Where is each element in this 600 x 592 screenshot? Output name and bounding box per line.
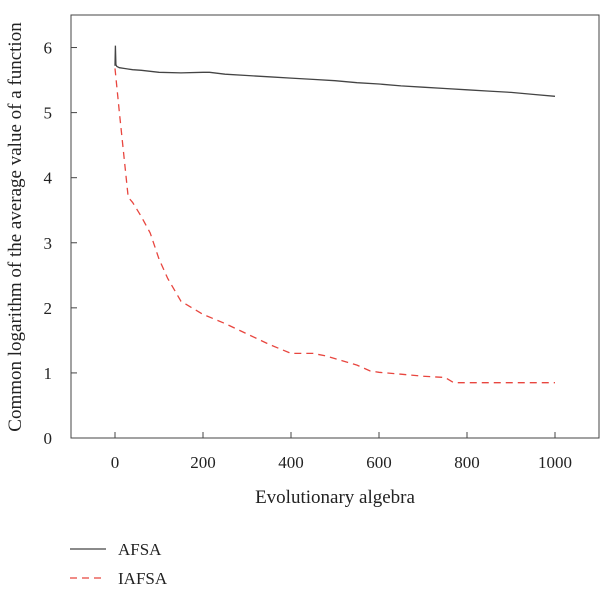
y-tick-label: 2 — [44, 299, 53, 318]
y-tick-label: 0 — [44, 429, 53, 448]
y-tick-label: 6 — [44, 39, 53, 58]
plot-frame — [70, 14, 600, 439]
y-axis-label: Common logarithm of the average value of… — [5, 22, 26, 432]
y-tick-label: 3 — [44, 234, 53, 253]
y-tick-label: 4 — [44, 169, 53, 188]
y-tick-label: 5 — [44, 104, 53, 123]
x-tick-label: 800 — [454, 453, 480, 472]
legend: AFSA IAFSA — [70, 540, 168, 588]
legend-label-afsa: AFSA — [118, 540, 162, 559]
x-tick-label: 400 — [278, 453, 304, 472]
x-tick-label: 0 — [111, 453, 120, 472]
x-tick-label: 200 — [190, 453, 216, 472]
series-line-iafsa — [114, 68, 555, 384]
series-line-afsa — [114, 45, 556, 97]
legend-label-iafsa: IAFSA — [118, 569, 168, 588]
x-axis-label: Evolutionary algebra — [255, 487, 415, 508]
series-layer — [114, 45, 556, 384]
x-axis-ticks: 0 200 400 600 800 1000 — [111, 432, 572, 472]
x-tick-label: 1000 — [538, 453, 572, 472]
y-axis-ticks: 0 1 2 3 4 5 6 — [44, 39, 77, 448]
x-tick-label: 600 — [366, 453, 392, 472]
y-tick-label: 1 — [44, 364, 53, 383]
